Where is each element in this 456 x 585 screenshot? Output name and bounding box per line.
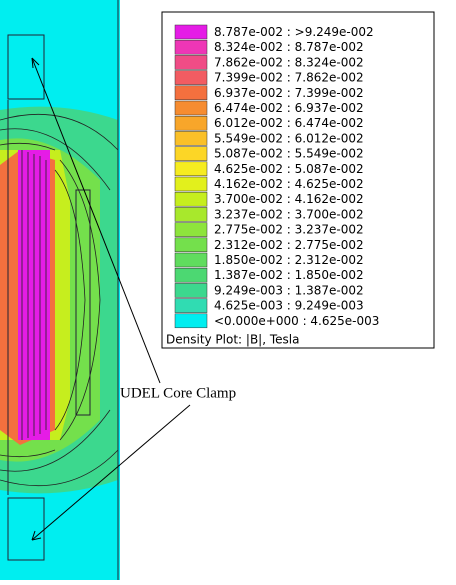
- legend-label: 6.474e-002 : 6.937e-002: [214, 101, 364, 115]
- legend-label: 5.087e-002 : 5.549e-002: [214, 147, 364, 161]
- legend-label: 9.249e-003 : 1.387e-002: [214, 283, 364, 297]
- legend-label: 7.862e-002 : 8.324e-002: [214, 55, 364, 69]
- legend-swatch: [174, 267, 208, 283]
- legend-swatch: [174, 313, 208, 329]
- legend-swatch: [174, 176, 208, 192]
- legend-swatch: [174, 24, 208, 40]
- outlines: [7, 0, 119, 580]
- legend-label: 6.012e-002 : 6.474e-002: [214, 116, 364, 130]
- legend-label: 2.312e-002 : 2.775e-002: [214, 238, 364, 252]
- legend-swatch: [174, 237, 208, 253]
- legend-swatch: [174, 70, 208, 85]
- legend-swatch: [174, 298, 208, 313]
- legend-label: <0.000e+000 : 4.625e-003: [214, 314, 379, 328]
- legend-label: 3.700e-002 : 4.162e-002: [214, 192, 364, 206]
- legend-box: [161, 11, 435, 349]
- legend-label: 8.787e-002 : >9.249e-002: [214, 25, 374, 39]
- legend-label: 4.625e-003 : 9.249e-003: [214, 299, 364, 313]
- legend-label: 2.775e-002 : 3.237e-002: [214, 223, 364, 237]
- legend-swatch: [174, 39, 208, 55]
- legend-swatch: [174, 146, 208, 161]
- legend-title: Density Plot: |B|, Tesla: [166, 333, 299, 347]
- legend-swatch: [174, 100, 208, 116]
- legend-swatch: [174, 131, 208, 146]
- legend-label: 4.625e-002 : 5.087e-002: [214, 162, 364, 176]
- legend: Density Plot: |B|, Tesla 8.787e-002 : >9…: [161, 11, 435, 349]
- annotation-arrows: [31, 57, 191, 541]
- legend-swatch: [174, 207, 208, 222]
- legend-swatch: [174, 85, 208, 101]
- legend-swatch: [174, 283, 208, 298]
- legend-swatch: [174, 55, 208, 70]
- density-plot: [0, 0, 120, 580]
- legend-label: 4.162e-002 : 4.625e-002: [214, 177, 364, 191]
- legend-label: 6.937e-002 : 7.399e-002: [214, 86, 364, 100]
- contours: [0, 113, 119, 487]
- legend-swatch: [174, 161, 208, 177]
- legend-label: 1.387e-002 : 1.850e-002: [214, 268, 364, 282]
- annotation: UDEL Core Clamp: [120, 385, 236, 401]
- legend-swatch: [174, 252, 208, 268]
- legend-label: 7.399e-002 : 7.862e-002: [214, 71, 364, 85]
- legend-label: 5.549e-002 : 6.012e-002: [214, 131, 364, 145]
- legend-swatch: [174, 222, 208, 237]
- legend-swatch: [174, 191, 208, 207]
- legend-label: 3.237e-002 : 3.700e-002: [214, 207, 364, 221]
- legend-swatch: [174, 115, 208, 131]
- legend-label: 1.850e-002 : 2.312e-002: [214, 253, 364, 267]
- legend-label: 8.324e-002 : 8.787e-002: [214, 40, 364, 54]
